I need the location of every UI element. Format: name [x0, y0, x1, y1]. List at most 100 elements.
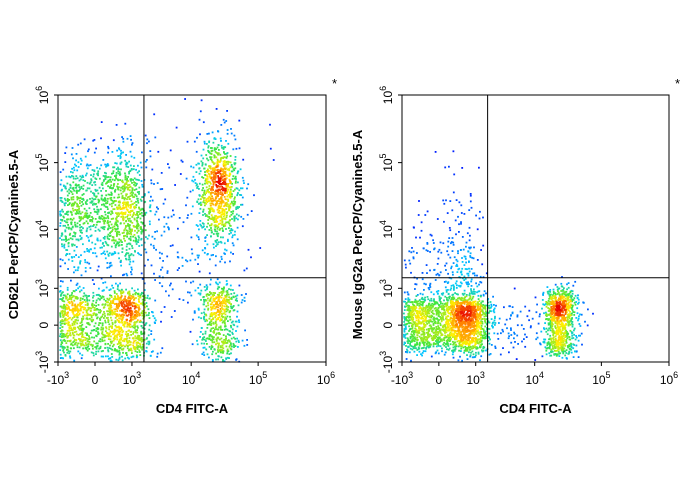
event-dot — [73, 314, 76, 316]
event-dot — [215, 312, 218, 314]
event-dot — [407, 339, 410, 342]
event-dot — [195, 163, 198, 166]
event-dot — [203, 303, 205, 306]
event-dot — [471, 350, 474, 353]
event-dot — [195, 150, 198, 153]
event-dot — [116, 343, 119, 345]
event-dot — [220, 310, 223, 312]
event-dot — [229, 186, 232, 189]
event-dot — [117, 183, 119, 185]
event-dot — [118, 301, 121, 303]
event-dot — [63, 314, 65, 317]
event-dot — [128, 309, 131, 312]
event-dot — [209, 321, 211, 324]
event-dot — [112, 333, 114, 336]
event-dot — [470, 280, 473, 283]
event-dot — [210, 150, 213, 153]
event-dot — [116, 212, 118, 215]
event-dot — [92, 175, 95, 178]
event-dot — [437, 290, 440, 292]
event-dot — [232, 336, 235, 339]
event-dot — [126, 162, 129, 165]
event-dot — [107, 147, 110, 150]
event-dot — [465, 281, 468, 284]
event-dot — [215, 340, 218, 342]
event-dot — [116, 225, 119, 228]
event-dot — [456, 284, 458, 287]
event-dot — [71, 322, 74, 325]
event-dot — [145, 342, 148, 345]
event-dot — [131, 230, 133, 232]
event-dot — [429, 286, 432, 288]
event-dot — [412, 257, 415, 260]
event-dot — [141, 292, 144, 295]
event-dot — [153, 317, 156, 320]
event-dot — [96, 328, 99, 331]
event-dot — [134, 348, 137, 350]
event-dot — [215, 215, 218, 217]
event-dot — [573, 314, 576, 316]
event-dot — [209, 181, 212, 184]
event-dot — [105, 286, 108, 289]
event-dot — [212, 313, 214, 316]
event-dot — [228, 209, 230, 212]
event-dot — [131, 216, 134, 218]
event-dot — [125, 165, 128, 168]
event-dot — [118, 332, 121, 335]
event-dot — [101, 332, 103, 335]
event-dot — [117, 155, 120, 157]
event-dot — [435, 351, 437, 354]
event-dot — [98, 340, 101, 343]
event-dot — [92, 344, 94, 347]
event-dot — [141, 222, 144, 225]
event-dot — [201, 226, 204, 229]
event-dot — [117, 331, 120, 334]
event-dot — [581, 343, 583, 346]
event-dot — [132, 331, 135, 333]
event-dot — [575, 335, 577, 337]
event-dot — [211, 307, 214, 310]
event-dot — [158, 218, 160, 221]
event-dot — [86, 261, 89, 264]
event-dot — [199, 292, 202, 295]
event-dot — [234, 196, 236, 199]
event-dot — [197, 256, 200, 259]
event-dot — [215, 152, 218, 154]
event-dot — [221, 315, 223, 317]
event-dot — [488, 332, 491, 335]
event-dot — [99, 217, 102, 220]
event-dot — [225, 189, 227, 192]
event-dot — [76, 282, 79, 285]
event-dot — [233, 309, 236, 311]
event-dot — [119, 341, 122, 344]
event-dot — [81, 194, 84, 196]
event-dot — [125, 229, 128, 232]
event-dot — [82, 343, 85, 346]
event-dot — [228, 186, 231, 189]
event-dot — [232, 175, 235, 178]
event-dot — [118, 353, 121, 356]
event-dot — [76, 322, 79, 325]
event-dot — [216, 278, 219, 281]
event-dot — [215, 358, 217, 361]
event-dot — [227, 320, 229, 322]
event-dot — [122, 185, 125, 188]
event-dot — [445, 269, 447, 271]
event-dot — [125, 249, 128, 251]
event-dot — [236, 310, 239, 313]
event-dot — [76, 316, 79, 319]
event-dot — [124, 295, 127, 298]
event-dot — [165, 222, 168, 225]
event-dot — [205, 305, 208, 308]
event-dot — [73, 347, 75, 350]
event-dot — [408, 304, 410, 307]
event-dot — [482, 293, 485, 296]
event-dot — [230, 181, 232, 183]
event-dot — [98, 186, 101, 189]
event-dot — [213, 149, 216, 151]
event-dot — [448, 340, 451, 342]
event-dot — [272, 159, 275, 161]
event-dot — [486, 328, 488, 331]
event-dot — [136, 306, 138, 309]
event-dot — [219, 177, 221, 179]
